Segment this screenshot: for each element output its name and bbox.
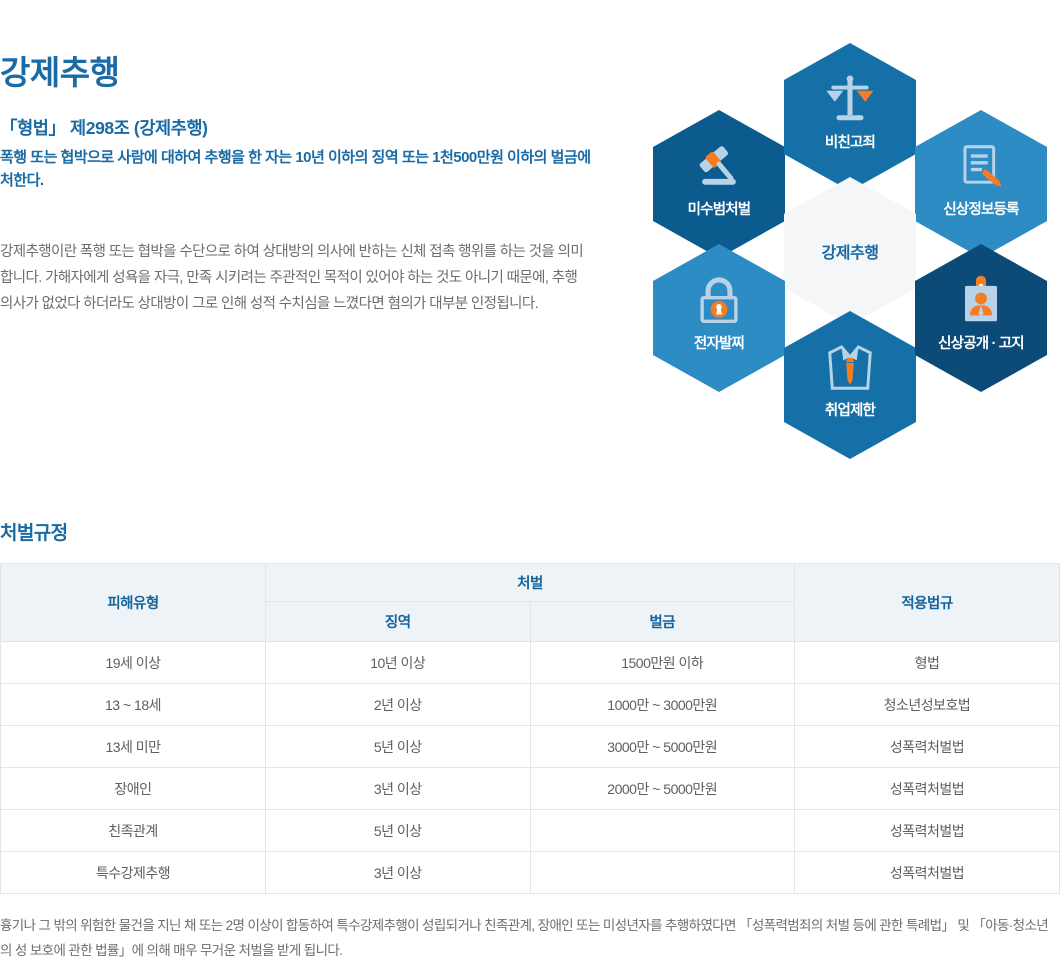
table-row: 19세 이상 10년 이상 1500만원 이하 형법 — [0, 641, 1060, 684]
cell-victim-type: 19세 이상 — [0, 641, 266, 684]
cell-applicable-law: 성폭력처벌법 — [794, 851, 1060, 894]
col-header-applicable-law: 적용법규 — [794, 563, 1060, 642]
cell-victim-type: 장애인 — [0, 767, 266, 810]
cell-imprisonment: 2년 이상 — [265, 683, 531, 726]
table-body: 19세 이상 10년 이상 1500만원 이하 형법 13 ~ 18세 2년 이… — [0, 641, 1060, 894]
hex-node-label: 신상공개 · 고지 — [938, 336, 1025, 352]
law-body-text: 폭행 또는 협박으로 사람에 대하여 추행을 한 자는 10년 이하의 징역 또… — [0, 148, 591, 190]
document-pen-icon — [963, 145, 1002, 187]
hex-node-label: 미수범처벌 — [687, 202, 751, 218]
cell-imprisonment: 5년 이상 — [265, 725, 531, 768]
hex-node-label: 전자발찌 — [693, 336, 745, 352]
cell-applicable-law: 형법 — [794, 641, 1060, 684]
cell-fine: 1000만 ~ 3000만원 — [529, 683, 795, 726]
table-header-row-2: 징역 벌금 — [1, 601, 1060, 642]
scales-icon — [826, 75, 874, 121]
table-header-row-1: 피해유형 처벌 적용법규 — [0, 563, 1060, 642]
table-head: 피해유형 처벌 적용법규 징역 벌금 — [0, 563, 1060, 642]
col-header-imprisonment: 징역 — [265, 601, 531, 642]
cell-imprisonment: 3년 이상 — [265, 767, 531, 810]
description-text: 강제추행이란 폭행 또는 협박을 수단으로 하여 상대방의 의사에 반하는 신체… — [0, 244, 584, 313]
cell-fine: 3000만 ~ 5000만원 — [529, 725, 795, 768]
cell-imprisonment: 10년 이상 — [265, 641, 531, 684]
cell-victim-type: 친족관계 — [0, 809, 266, 852]
law-reference: 「형법」 제298조 (강제추행) — [0, 118, 208, 139]
intro-block: 강제추행 「형법」 제298조 (강제추행) 폭행 또는 협박으로 사람에 대하… — [0, 0, 620, 318]
punishment-table: 피해유형 처벌 적용법규 징역 벌금 19세 이상 10년 이상 1500만원 … — [0, 563, 1060, 894]
hex-node-electronic-anklet[interactable]: 전자발찌 — [653, 244, 785, 392]
padlock-icon — [700, 277, 738, 323]
cell-applicable-law: 청소년성보호법 — [794, 683, 1060, 726]
table-row: 친족관계 5년 이상 성폭력처벌법 — [0, 809, 1060, 852]
page-title: 강제추행 — [0, 54, 120, 91]
cell-victim-type: 13 ~ 18세 — [0, 683, 266, 726]
gavel-icon — [699, 146, 736, 185]
section-title-punishment: 처벌규정 — [0, 523, 68, 544]
cell-fine: 2000만 ~ 5000만원 — [529, 767, 795, 810]
hex-center-label: 강제추행 — [821, 245, 879, 262]
cell-applicable-law: 성폭력처벌법 — [794, 809, 1060, 852]
cell-victim-type: 13세 미만 — [0, 725, 266, 768]
table-row: 13세 미만 5년 이상 3000만 ~ 5000만원 성폭력처벌법 — [0, 725, 1060, 768]
cell-fine: 1500만원 이하 — [529, 641, 795, 684]
cell-imprisonment: 5년 이상 — [265, 809, 531, 852]
hex-node-public-disclosure[interactable]: 신상공개 · 고지 — [915, 244, 1047, 392]
consequences-hex-diagram: 미수범처벌 비친고죄 — [640, 40, 1060, 460]
hex-node-attempt-punishment[interactable]: 미수범처벌 — [653, 110, 785, 258]
hex-node-non-complaint-crime[interactable]: 비친고죄 — [784, 43, 916, 191]
cell-applicable-law: 성폭력처벌법 — [794, 767, 1060, 810]
table-row: 13 ~ 18세 2년 이상 1000만 ~ 3000만원 청소년성보호법 — [0, 683, 1060, 726]
col-header-victim-type: 피해유형 — [0, 563, 266, 642]
cell-imprisonment: 3년 이상 — [265, 851, 531, 894]
col-header-fine: 벌금 — [529, 601, 795, 642]
hex-node-label: 신상정보등록 — [943, 202, 1019, 218]
hex-node-employment-limit[interactable]: 취업제한 — [784, 311, 916, 459]
hex-node-info-registration[interactable]: 신상정보등록 — [915, 110, 1047, 258]
id-badge-icon — [964, 275, 998, 322]
table-row: 장애인 3년 이상 2000만 ~ 5000만원 성폭력처벌법 — [0, 767, 1060, 810]
cell-fine — [529, 851, 795, 894]
hex-node-center: 강제추행 — [784, 177, 916, 325]
hex-node-label: 비친고죄 — [824, 135, 876, 151]
cell-applicable-law: 성폭력처벌법 — [794, 725, 1060, 768]
col-header-punishment: 처벌 — [265, 563, 795, 602]
table-row: 특수강제추행 3년 이상 성폭력처벌법 — [0, 851, 1060, 894]
hex-node-label: 취업제한 — [824, 403, 876, 419]
cell-victim-type: 특수강제추행 — [0, 851, 266, 894]
shirt-tie-icon — [828, 345, 872, 390]
cell-fine — [529, 809, 795, 852]
table-footnote: 흉기나 그 밖의 위험한 물건을 지닌 채 또는 2명 이상이 합동하여 특수강… — [0, 918, 1049, 958]
